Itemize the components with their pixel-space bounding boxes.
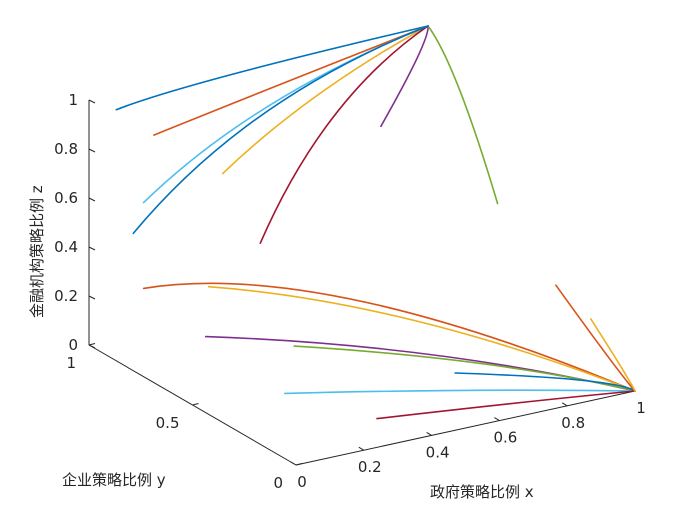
x-tick-label: 0.2: [358, 458, 382, 476]
z-axis-title: 金融机构策略比例 z: [28, 185, 46, 318]
trajectory-curve: [153, 25, 429, 136]
z-tick-label: 0.4: [54, 238, 78, 256]
trajectory-curve: [115, 25, 429, 111]
trajectory-curve: [454, 372, 636, 392]
x-tick-label: 0.8: [561, 414, 585, 432]
trajectory-curve: [380, 25, 429, 128]
x-tick: [290, 461, 297, 466]
x-tick: [494, 417, 500, 422]
y-tick: [88, 343, 96, 346]
z-tick: [88, 197, 96, 202]
z-tick-label: 0.8: [54, 140, 78, 158]
x-tick-label: 0: [297, 473, 307, 491]
x-tick: [561, 402, 568, 407]
trajectory-curve: [207, 285, 636, 392]
trajectory-curves: [115, 25, 636, 420]
z-tick: [88, 344, 96, 349]
z-tick: [88, 295, 96, 300]
trajectory-curve: [590, 318, 636, 392]
trajectory-curve: [142, 282, 636, 392]
x-tick: [358, 446, 365, 451]
z-tick-label: 0.2: [54, 287, 78, 305]
trajectory-curve: [427, 25, 499, 205]
y-tick-label: 1: [66, 354, 76, 372]
y-tick-label: 0: [273, 474, 283, 492]
trajectory-curve: [376, 390, 636, 420]
axes: [88, 99, 636, 466]
z-tick-label: 0.6: [54, 189, 78, 207]
y-tick-label: 0.5: [156, 414, 180, 432]
z-tick-label: 1: [68, 91, 78, 109]
trajectory-curve: [132, 25, 429, 235]
x-axis-title: 政府策略比例 x: [430, 483, 534, 501]
trajectory-curve: [293, 345, 636, 392]
z-tick: [88, 148, 96, 153]
trajectory-curve: [204, 335, 636, 392]
x-tick-label: 1: [636, 399, 646, 417]
y-axis-title: 企业策略比例 y: [62, 471, 166, 489]
x-tick-label: 0.6: [493, 429, 517, 447]
z-tick-label: 0: [68, 336, 78, 354]
trajectory-curve: [284, 389, 636, 395]
trajectory-curve: [259, 25, 429, 244]
y-tick: [295, 463, 303, 466]
trajectory-curve: [221, 25, 429, 175]
x-tick-label: 0.4: [426, 443, 450, 461]
z-tick: [88, 246, 96, 251]
x-tick: [426, 431, 432, 436]
x-axis-line: [295, 390, 636, 466]
z-tick: [88, 99, 96, 104]
trajectory-curve: [555, 284, 636, 392]
y-tick: [192, 403, 199, 406]
